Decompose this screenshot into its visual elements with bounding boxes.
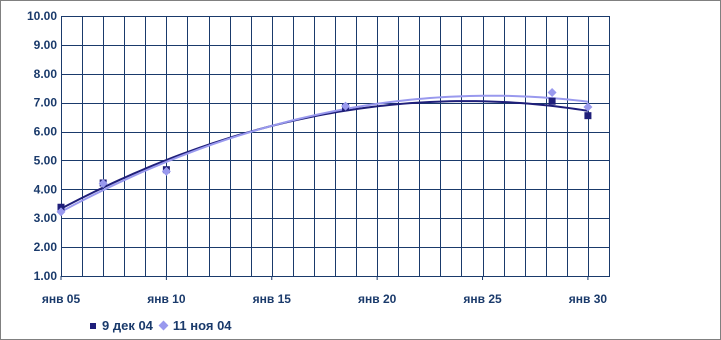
y-tick-label: 6.00 <box>34 125 58 139</box>
legend: 9 дек 04 11 ноя 04 <box>88 318 238 333</box>
y-axis-ticks: 1.00 2.00 3.00 4.00 5.00 6.00 7.00 8.00 9.00 10.0… <box>27 9 57 283</box>
data-point-series-2 <box>547 88 557 98</box>
trendlines <box>60 94 589 213</box>
data-point-series-1 <box>584 112 592 120</box>
x-axis-ticks: янв 05 янв 10 янв 15 янв 20 янв 25 янв 30 <box>42 276 608 306</box>
plot-border <box>61 16 610 277</box>
x-tick-label: янв 05 <box>42 292 81 306</box>
y-tick-label: 10.00 <box>27 9 57 23</box>
x-tick-label: янв 20 <box>358 292 397 306</box>
y-tick-label: 3.00 <box>34 211 58 225</box>
x-tick-label: янв 15 <box>253 292 292 306</box>
data-point-series-2 <box>583 102 593 112</box>
y-tick-label: 4.00 <box>34 182 58 196</box>
y-tick-label: 2.00 <box>34 240 58 254</box>
gridlines <box>61 16 610 277</box>
legend-label: 9 дек 04 <box>102 318 153 333</box>
legend-diamond-marker <box>158 320 169 331</box>
trendline-series-2 <box>60 94 589 213</box>
x-tick-label: янв 30 <box>569 292 608 306</box>
y-tick-label: 5.00 <box>34 153 58 167</box>
data-point-series-2 <box>161 166 171 176</box>
data-point-series-2 <box>98 179 108 189</box>
data-point-series-1 <box>57 203 65 211</box>
data-point-series-2 <box>56 207 66 217</box>
y-tick-label: 7.00 <box>34 96 58 110</box>
x-tick-label: янв 25 <box>463 292 502 306</box>
x-tick-label: янв 10 <box>147 292 186 306</box>
trendline-series-1 <box>60 100 589 210</box>
y-tick-label: 8.00 <box>34 67 58 81</box>
legend-item-series-2: 11 ноя 04 <box>158 318 232 333</box>
data-point-series-2 <box>341 101 351 111</box>
legend-square-marker <box>90 322 96 329</box>
data-points <box>56 88 593 217</box>
y-tick-label: 1.00 <box>34 269 58 283</box>
y-tick-label: 9.00 <box>34 38 58 52</box>
legend-item-series-1: 9 дек 04 <box>88 318 153 333</box>
data-point-series-1 <box>548 97 556 105</box>
legend-label: 11 ноя 04 <box>172 318 232 333</box>
